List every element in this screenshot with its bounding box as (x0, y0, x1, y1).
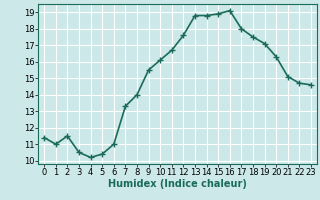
X-axis label: Humidex (Indice chaleur): Humidex (Indice chaleur) (108, 179, 247, 189)
